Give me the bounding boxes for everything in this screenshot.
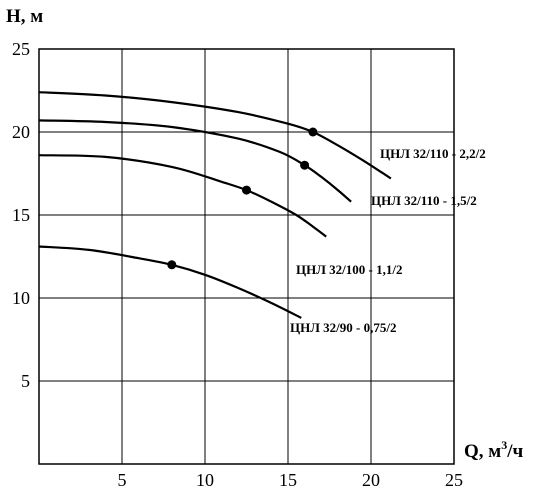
y-axis-title: H, м [6, 6, 43, 27]
series-labels: ЦНЛ 32/110 - 2,2/2 ЦНЛ 32/110 - 1,5/2 ЦНЛ … [290, 146, 486, 335]
x-tick-label: 25 [445, 470, 463, 490]
y-tick-label: 10 [12, 288, 30, 308]
x-tick-label: 20 [362, 470, 380, 490]
series-point-4 [167, 260, 177, 270]
tick-labels: 5 10 15 20 25 5 10 15 20 25 [12, 39, 463, 490]
series-curves [38, 91, 392, 319]
series-label-1: ЦНЛ 32/110 - 2,2/2 [380, 146, 486, 161]
x-tick-label: 15 [279, 470, 297, 490]
y-tick-label: 25 [12, 39, 30, 59]
x-tick-label: 10 [196, 470, 214, 490]
series-label-4: ЦНЛ 32/90 - 0,75/2 [290, 320, 396, 335]
x-axis-title: Q, м3/ч [464, 438, 524, 462]
plot-frame [38, 48, 455, 465]
series-point-1 [308, 127, 318, 137]
series-point-2 [300, 160, 310, 170]
series-label-3: ЦНЛ 32/100 - 1,1/2 [296, 262, 402, 277]
y-tick-label: 5 [21, 371, 30, 391]
y-tick-label: 15 [12, 205, 30, 225]
series-line-1 [38, 91, 392, 180]
x-axis-title-suffix: /ч [506, 441, 523, 462]
x-axis-title-superscript: 3 [501, 438, 507, 452]
series-line-2 [38, 119, 352, 203]
series-line-4 [38, 245, 302, 319]
y-tick-label: 20 [12, 122, 30, 142]
series-point-3 [242, 185, 251, 195]
x-tick-label: 5 [118, 470, 127, 490]
grid [39, 48, 455, 464]
series-label-2: ЦНЛ 32/110 - 1,5/2 [371, 193, 477, 208]
series-line-3 [38, 154, 327, 238]
x-axis-title-main: Q, м [464, 441, 501, 462]
